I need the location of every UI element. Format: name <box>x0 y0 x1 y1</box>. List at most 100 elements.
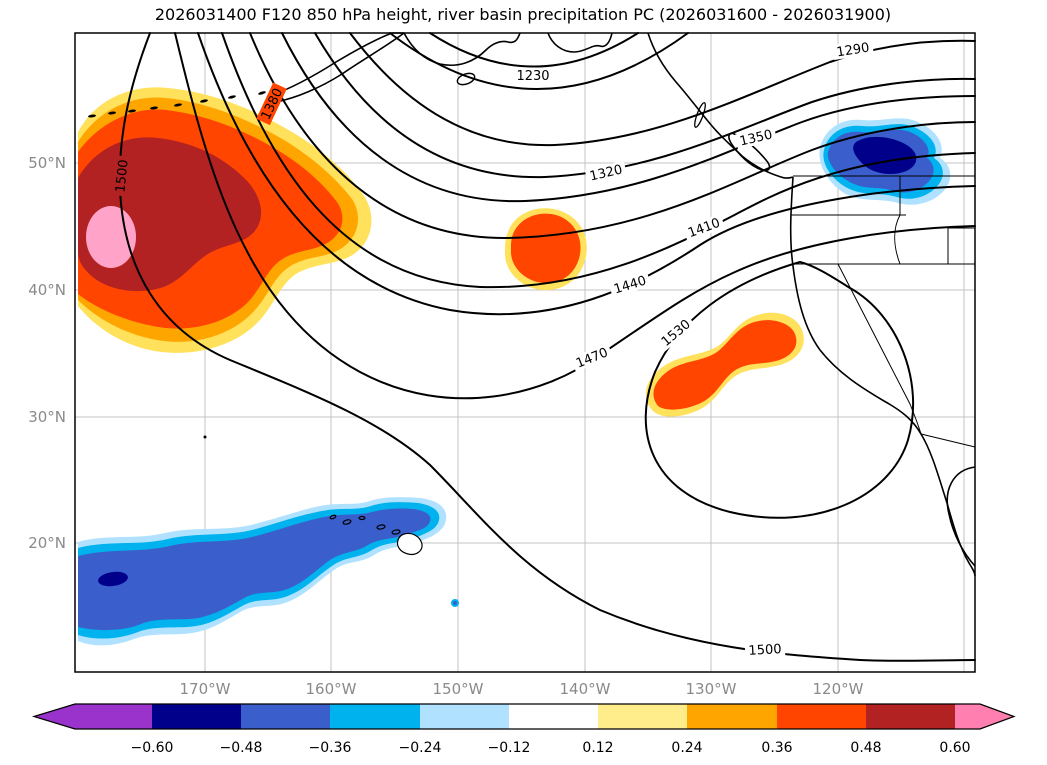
height-contours <box>118 32 976 662</box>
bc-coast <box>647 32 794 179</box>
contour-label-bg <box>831 38 874 61</box>
contour-label-text: 1440 <box>612 273 648 297</box>
ytick-40n: 40°N <box>28 281 66 299</box>
nv-ut-border <box>947 227 975 264</box>
cb-tick: 0.48 <box>850 740 881 756</box>
contour-1320-path <box>314 32 976 179</box>
contour-1380-path <box>249 32 976 240</box>
contour-label-1380: 1380 <box>256 82 287 126</box>
contour-label-text: 1500 <box>748 642 782 659</box>
aleutian-island <box>228 95 236 99</box>
colorbar-cell <box>687 704 777 729</box>
cb-tick: −0.60 <box>131 740 174 756</box>
contour-1260-path <box>389 32 689 90</box>
contour-label-bg <box>256 82 287 126</box>
hawaiian-islands <box>329 514 423 556</box>
cb-tick: −0.36 <box>309 740 352 756</box>
contour-label-1410: 1410 <box>682 213 726 242</box>
cb-tick: −0.24 <box>399 740 442 756</box>
aleutian-island <box>108 111 116 115</box>
colorbar-cell <box>152 704 241 729</box>
hawaii-island <box>391 529 401 535</box>
contour-label-bg <box>744 640 786 659</box>
ytick-30n: 30°N <box>28 408 66 426</box>
aleutian-island <box>150 106 158 110</box>
contour-label-text: 1410 <box>686 216 722 241</box>
contour-1470-path <box>174 32 976 400</box>
contour-label-1290: 1290 <box>831 38 874 61</box>
small-island-dot <box>203 435 207 439</box>
xtick-170w: 170°W <box>180 680 231 698</box>
us-west-coast <box>789 176 976 577</box>
colorbar: −0.60 −0.48 −0.36 −0.24 −0.12 0.12 0.24 … <box>31 703 1016 756</box>
contour-label-bg <box>570 343 614 372</box>
lat-labels: 50°N 40°N 30°N 20°N <box>28 154 66 552</box>
contour-label-bg <box>734 125 778 150</box>
contour-1440-path <box>197 32 976 316</box>
contour-1230-path <box>429 32 639 68</box>
state-borders <box>791 175 976 448</box>
us-mexico-border <box>920 433 976 448</box>
contour-label-1440: 1440 <box>608 271 652 298</box>
cb-tick: −0.12 <box>488 740 531 756</box>
colorbar-right-arrow <box>955 704 1014 729</box>
colorbar-outline <box>31 703 1016 730</box>
contour-label-1500-west: 1500 <box>111 155 132 197</box>
alaska-gulf-coast <box>547 32 613 53</box>
aleutian-island <box>128 109 136 113</box>
xtick-160w: 160°W <box>306 680 357 698</box>
xtick-150w: 150°W <box>433 680 484 698</box>
colorbar-cell <box>598 704 687 729</box>
contour-label-bg <box>111 155 132 197</box>
contour-label-bg <box>608 271 652 298</box>
contour-label-bg <box>513 68 553 83</box>
cb-tick: 0.36 <box>761 740 792 756</box>
contour-label-1230: 1230 <box>513 68 553 84</box>
id-border <box>894 176 901 265</box>
contour-label-text: 1290 <box>836 40 871 60</box>
hawaii-big-island <box>396 532 423 556</box>
lon-labels: 170°W 160°W 150°W 140°W 130°W 120°W <box>180 680 864 698</box>
hawaii-island <box>376 524 386 530</box>
colorbar-cell <box>420 704 509 729</box>
map-frame <box>74 32 976 673</box>
region-hawaii-negative-speck-core <box>453 601 457 605</box>
contour-1410-path <box>221 32 976 289</box>
region-nepacific-positive-core <box>86 206 136 268</box>
colorbar-cell <box>777 704 866 729</box>
colorbar-cell <box>866 704 955 729</box>
xtick-120w: 120°W <box>813 680 864 698</box>
hawaii-island <box>342 519 352 525</box>
chart-title: 2026031400 F120 850 hPa height, river ba… <box>155 5 891 24</box>
aleutian-island <box>88 114 96 118</box>
xtick-130w: 130°W <box>686 680 737 698</box>
ytick-50n: 50°N <box>28 154 66 172</box>
region-hawaii-negative-band3 <box>78 508 431 631</box>
region-midpacific-positive-band2 <box>510 213 581 284</box>
alaska-mainland-coast <box>403 32 521 66</box>
xtick-140w: 140°W <box>560 680 611 698</box>
contour-label-bg <box>584 160 628 185</box>
cb-tick: −0.48 <box>220 740 263 756</box>
ytick-20n: 20°N <box>28 534 66 552</box>
hawaii-island <box>358 515 366 521</box>
contour-label-1470: 1470 <box>570 343 614 372</box>
contour-1350-path <box>281 32 976 203</box>
colorbar-cell <box>241 704 330 729</box>
aleutian-islands <box>88 91 266 118</box>
aleutian-island <box>174 103 182 107</box>
contour-label-1500-south: 1500 <box>744 640 786 659</box>
aleutian-island <box>200 99 208 103</box>
colorbar-left-arrow <box>34 704 152 729</box>
contour-label-text: 1230 <box>516 69 549 84</box>
kodiak-island <box>456 72 476 86</box>
gulf-of-california-coast <box>946 466 976 567</box>
contour-label-1320: 1320 <box>584 160 628 185</box>
precip-anomaly-regions <box>78 87 951 646</box>
ca-nv-border <box>837 263 922 435</box>
contour-1290-path <box>349 32 976 147</box>
colorbar-cell <box>330 704 420 729</box>
cb-tick: 0.60 <box>939 740 970 756</box>
region-california-positive-band2 <box>653 320 797 410</box>
